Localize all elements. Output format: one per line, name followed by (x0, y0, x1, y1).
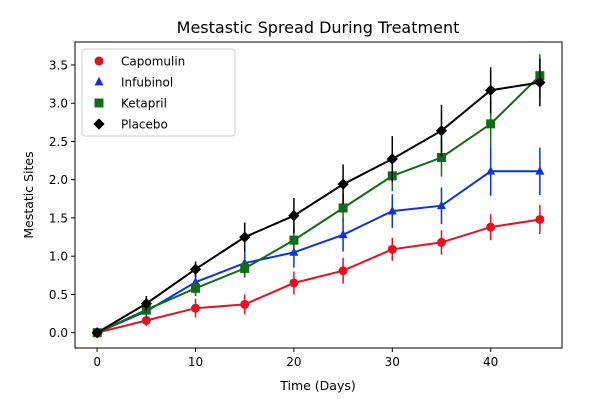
data-point-infubinol (486, 166, 496, 175)
data-point-placebo (435, 125, 448, 137)
y-tick-label: 2.5 (49, 135, 68, 149)
data-point-capomulin (535, 214, 545, 224)
data-point-placebo (485, 84, 497, 96)
data-point-infubinol (535, 166, 545, 175)
y-axis-label: Mestatic Sites (21, 151, 36, 238)
series-line-capomulin (96, 218, 541, 334)
data-point-capomulin (338, 266, 348, 276)
y-tick-label: 3.0 (49, 97, 68, 111)
chart-title: Mestastic Spread During Treatment (177, 18, 460, 37)
legend: Capomulin Infubinol Ketapril Placebo (81, 48, 236, 137)
data-point-placebo (189, 263, 202, 275)
legend-marker-ketapril (94, 98, 104, 108)
legend-label-capomulin: Capomulin (121, 55, 185, 69)
legend-marker-infubinol (94, 76, 104, 86)
series-layer (91, 54, 546, 339)
x-tick-label: 30 (385, 355, 400, 369)
data-point-ketapril (240, 263, 250, 273)
data-point-capomulin (240, 299, 250, 309)
legend-label-placebo: Placebo (121, 118, 168, 132)
data-point-capomulin (141, 315, 151, 325)
data-point-placebo (140, 298, 152, 310)
data-point-ketapril (289, 235, 299, 245)
x-tick-label: 20 (286, 355, 301, 369)
legend-label-infubinol: Infubinol (121, 76, 173, 90)
data-point-capomulin (486, 222, 496, 232)
x-tick-label: 40 (483, 355, 498, 369)
legend-marker-placebo (93, 118, 105, 130)
series-line-placebo (96, 81, 541, 334)
y-tick-label: 3.5 (49, 58, 68, 72)
data-point-placebo (337, 178, 349, 190)
legend-label-ketapril: Ketapril (121, 97, 167, 111)
data-point-placebo (91, 327, 103, 339)
series-placebo (91, 58, 546, 339)
data-point-capomulin (191, 303, 201, 313)
data-point-ketapril (191, 283, 201, 293)
series-line-ketapril (96, 74, 541, 334)
x-axis-label: Time (Days) (279, 378, 356, 393)
data-point-infubinol (387, 205, 397, 215)
data-point-infubinol (338, 229, 348, 239)
y-tick-label: 0.0 (49, 326, 68, 340)
data-point-placebo (239, 231, 251, 243)
data-point-infubinol (436, 200, 446, 210)
x-tick-label: 10 (188, 355, 203, 369)
y-tick-label: 0.5 (49, 288, 68, 302)
data-point-placebo (534, 76, 546, 89)
x-tick-label: 0 (93, 355, 101, 369)
data-point-ketapril (338, 203, 348, 213)
data-point-ketapril (486, 119, 496, 129)
y-tick-label: 1.5 (49, 211, 68, 225)
y-tick-label: 1.0 (49, 250, 68, 264)
data-point-capomulin (387, 244, 397, 254)
data-point-capomulin (436, 237, 446, 247)
legend-box (81, 48, 236, 137)
y-tick-label: 2.0 (49, 173, 68, 187)
legend-marker-capomulin (94, 56, 104, 66)
data-point-capomulin (289, 278, 299, 288)
data-point-placebo (386, 153, 398, 165)
plot-frame (74, 41, 563, 349)
data-point-placebo (288, 210, 300, 222)
axes-layer: 0 10 20 30 40 0.0 0.5 1.0 1.5 2.0 2.5 3.0 3.5 (49, 58, 498, 369)
series-line-infubinol (96, 170, 540, 334)
data-point-ketapril (436, 153, 446, 163)
